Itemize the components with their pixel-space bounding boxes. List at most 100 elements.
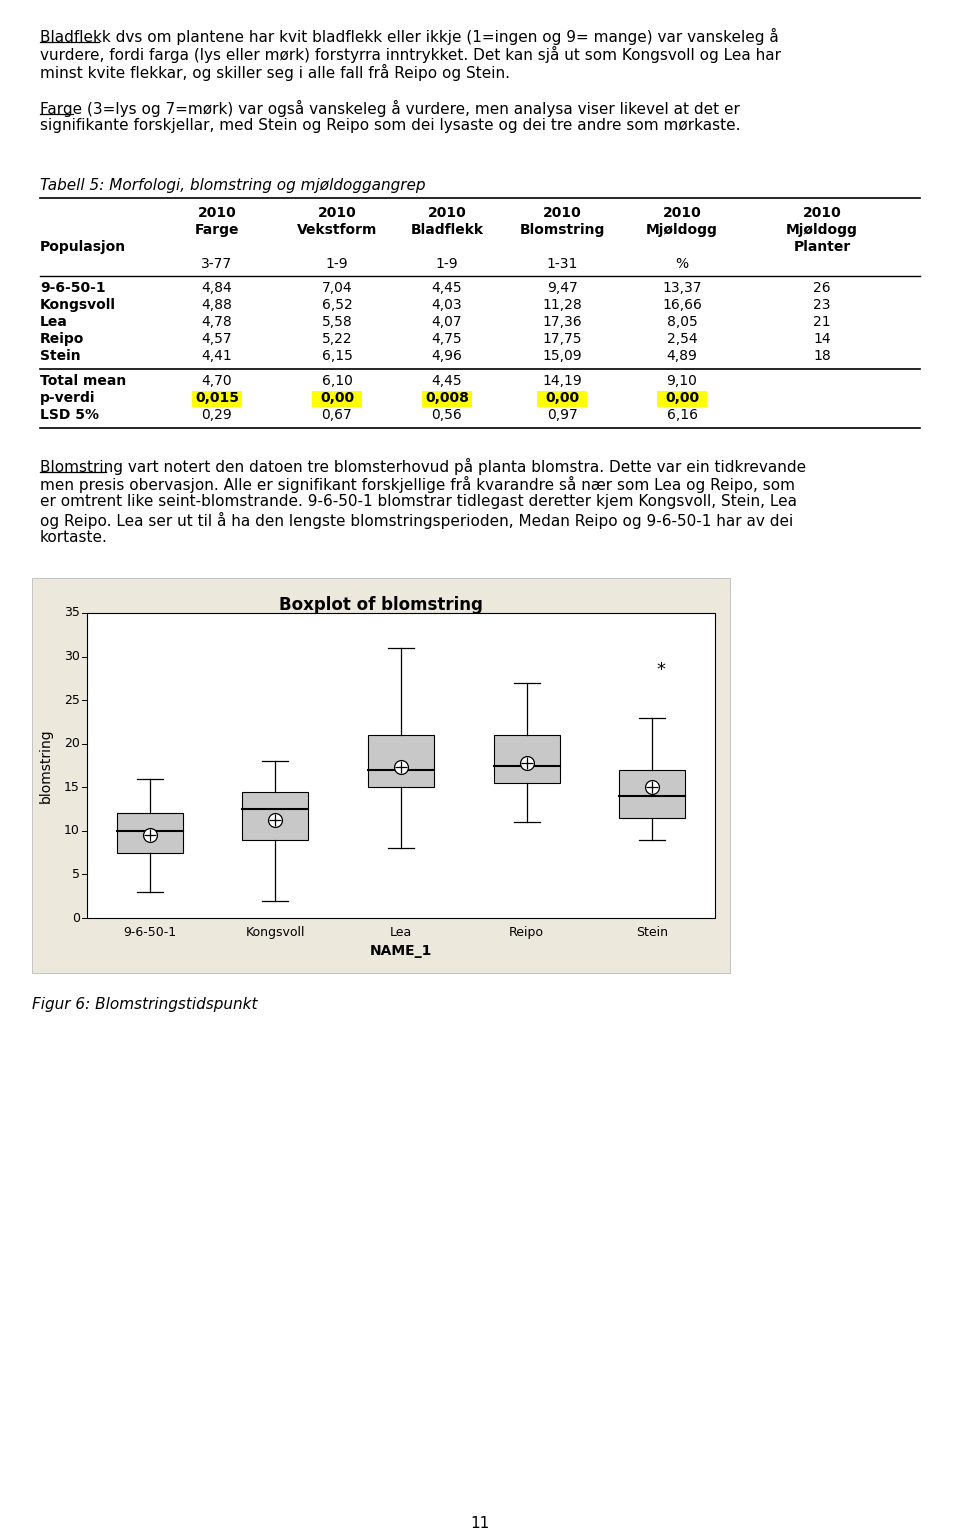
Text: 0,97: 0,97 bbox=[546, 409, 577, 422]
Text: Blomstring: Blomstring bbox=[519, 223, 605, 237]
Text: 0,00: 0,00 bbox=[545, 392, 579, 406]
Text: 0,00: 0,00 bbox=[665, 392, 699, 406]
Text: 1-31: 1-31 bbox=[546, 257, 578, 270]
Bar bbox=[537, 392, 587, 407]
Text: 9,10: 9,10 bbox=[666, 373, 697, 389]
Bar bbox=[242, 791, 308, 840]
Text: og Reipo. Lea ser ut til å ha den lengste blomstringsperioden, Medan Reipo og 9-: og Reipo. Lea ser ut til å ha den lengst… bbox=[40, 511, 793, 528]
Text: Reipo: Reipo bbox=[40, 332, 84, 346]
Text: Farge: Farge bbox=[195, 223, 239, 237]
Text: p-verdi: p-verdi bbox=[40, 392, 95, 406]
Text: kortaste.: kortaste. bbox=[40, 530, 108, 545]
Text: 0: 0 bbox=[72, 911, 80, 925]
Text: LSD 5%: LSD 5% bbox=[40, 409, 99, 422]
Text: Farge (3=lys og 7=mørk) var også vanskeleg å vurdere, men analysa viser likevel : Farge (3=lys og 7=mørk) var også vanskel… bbox=[40, 100, 740, 117]
Text: 7,04: 7,04 bbox=[322, 281, 352, 295]
Text: 21: 21 bbox=[813, 315, 830, 329]
Text: Stein: Stein bbox=[40, 349, 81, 362]
Text: 18: 18 bbox=[813, 349, 830, 362]
Text: 15,09: 15,09 bbox=[542, 349, 582, 362]
Text: Stein: Stein bbox=[636, 926, 668, 938]
Text: 10: 10 bbox=[64, 825, 80, 837]
Text: 5,58: 5,58 bbox=[322, 315, 352, 329]
Text: 4,75: 4,75 bbox=[432, 332, 463, 346]
Text: 0,00: 0,00 bbox=[320, 392, 354, 406]
Bar bbox=[87, 613, 715, 919]
Text: 9-6-50-1: 9-6-50-1 bbox=[40, 281, 106, 295]
Text: 6,16: 6,16 bbox=[666, 409, 698, 422]
Text: er omtrent like seint-blomstrande. 9-6-50-1 blomstrar tidlegast deretter kjem Ko: er omtrent like seint-blomstrande. 9-6-5… bbox=[40, 495, 797, 508]
Text: 3-77: 3-77 bbox=[202, 257, 232, 270]
Text: %: % bbox=[676, 257, 688, 270]
Text: 4,96: 4,96 bbox=[432, 349, 463, 362]
Bar bbox=[422, 392, 472, 407]
Text: 4,03: 4,03 bbox=[432, 298, 463, 312]
Text: vurdere, fordi farga (lys eller mørk) forstyrra inntrykket. Det kan sjå ut som K: vurdere, fordi farga (lys eller mørk) fo… bbox=[40, 46, 781, 63]
Text: 16,66: 16,66 bbox=[662, 298, 702, 312]
Text: 4,07: 4,07 bbox=[432, 315, 463, 329]
Text: 2010: 2010 bbox=[542, 206, 582, 220]
Text: 9-6-50-1: 9-6-50-1 bbox=[123, 926, 177, 938]
Text: signifikante forskjellar, med Stein og Reipo som dei lysaste og dei tre andre so: signifikante forskjellar, med Stein og R… bbox=[40, 118, 740, 134]
Text: 0,56: 0,56 bbox=[432, 409, 463, 422]
Text: 11: 11 bbox=[470, 1516, 490, 1531]
Text: 4,84: 4,84 bbox=[202, 281, 232, 295]
Text: 14: 14 bbox=[813, 332, 830, 346]
Text: 17,75: 17,75 bbox=[542, 332, 582, 346]
Bar bbox=[619, 770, 685, 817]
Text: 2010: 2010 bbox=[427, 206, 467, 220]
Text: 0,67: 0,67 bbox=[322, 409, 352, 422]
Text: 5,22: 5,22 bbox=[322, 332, 352, 346]
Text: 9,47: 9,47 bbox=[546, 281, 577, 295]
Text: Blomstring vart notert den datoen tre blomsterhovud på planta blomstra. Dette va: Blomstring vart notert den datoen tre bl… bbox=[40, 458, 806, 475]
Text: blomstring: blomstring bbox=[39, 728, 53, 803]
Bar bbox=[493, 736, 560, 783]
Text: 2010: 2010 bbox=[318, 206, 356, 220]
Text: 0,008: 0,008 bbox=[425, 392, 468, 406]
Text: minst kvite flekkar, og skiller seg i alle fall frå Reipo og Stein.: minst kvite flekkar, og skiller seg i al… bbox=[40, 65, 510, 81]
Bar bbox=[117, 814, 182, 852]
Text: *: * bbox=[657, 660, 665, 679]
Text: 17,36: 17,36 bbox=[542, 315, 582, 329]
Text: Reipo: Reipo bbox=[509, 926, 544, 938]
Text: 6,52: 6,52 bbox=[322, 298, 352, 312]
Text: Lea: Lea bbox=[40, 315, 68, 329]
Text: Tabell 5: Morfologi, blomstring og mjøldoggangrep: Tabell 5: Morfologi, blomstring og mjøld… bbox=[40, 178, 425, 194]
Text: 4,88: 4,88 bbox=[202, 298, 232, 312]
Text: Kongsvoll: Kongsvoll bbox=[246, 926, 305, 938]
Text: 35: 35 bbox=[64, 607, 80, 619]
Text: 4,70: 4,70 bbox=[202, 373, 232, 389]
Text: 2010: 2010 bbox=[198, 206, 236, 220]
Text: 15: 15 bbox=[64, 780, 80, 794]
Text: 6,10: 6,10 bbox=[322, 373, 352, 389]
Text: Populasjon: Populasjon bbox=[40, 240, 126, 253]
Text: 13,37: 13,37 bbox=[662, 281, 702, 295]
Text: Total mean: Total mean bbox=[40, 373, 127, 389]
Text: 26: 26 bbox=[813, 281, 830, 295]
Text: 11,28: 11,28 bbox=[542, 298, 582, 312]
Text: 30: 30 bbox=[64, 650, 80, 664]
Text: 0,29: 0,29 bbox=[202, 409, 232, 422]
Text: 23: 23 bbox=[813, 298, 830, 312]
Text: Mjøldogg: Mjøldogg bbox=[646, 223, 718, 237]
Bar bbox=[32, 578, 730, 972]
Text: Lea: Lea bbox=[390, 926, 412, 938]
Text: 2010: 2010 bbox=[662, 206, 702, 220]
Text: 25: 25 bbox=[64, 694, 80, 707]
Text: 1-9: 1-9 bbox=[325, 257, 348, 270]
Text: Mjøldogg: Mjøldogg bbox=[786, 223, 858, 237]
Text: 4,45: 4,45 bbox=[432, 373, 463, 389]
Text: 4,45: 4,45 bbox=[432, 281, 463, 295]
Text: Planter: Planter bbox=[793, 240, 851, 253]
Bar bbox=[312, 392, 362, 407]
Text: 4,41: 4,41 bbox=[202, 349, 232, 362]
Text: 14,19: 14,19 bbox=[542, 373, 582, 389]
Text: Boxplot of blomstring: Boxplot of blomstring bbox=[279, 596, 483, 614]
Text: men presis obervasjon. Alle er signifikant forskjellige frå kvarandre så nær som: men presis obervasjon. Alle er signifika… bbox=[40, 476, 795, 493]
Text: 6,15: 6,15 bbox=[322, 349, 352, 362]
Text: Bladflekk: Bladflekk bbox=[411, 223, 484, 237]
Text: 2,54: 2,54 bbox=[666, 332, 697, 346]
Text: 4,78: 4,78 bbox=[202, 315, 232, 329]
Bar bbox=[657, 392, 707, 407]
Text: 4,57: 4,57 bbox=[202, 332, 232, 346]
